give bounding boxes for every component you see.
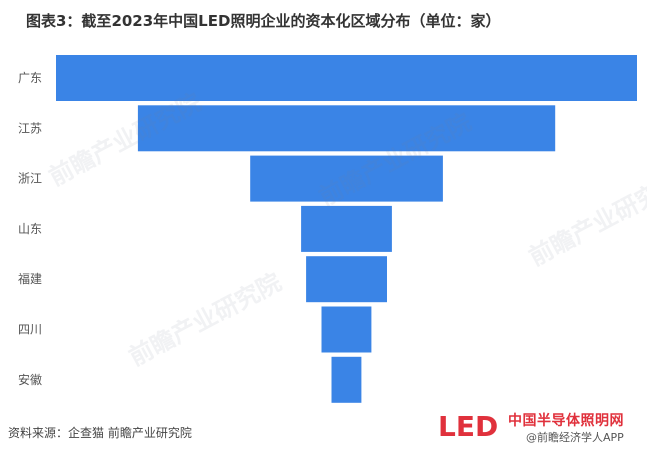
brand-subtitle: @前瞻经济学人APP — [526, 431, 624, 444]
category-label: 浙江 — [18, 172, 42, 186]
led-logo-text: LED — [438, 410, 498, 442]
bar-2 — [137, 105, 556, 152]
category-label: 广东 — [18, 71, 42, 85]
bar-1 — [56, 55, 637, 101]
brand-name: 中国半导体照明网 — [508, 413, 624, 429]
brand-block: LED 中国半导体照明网 @前瞻经济学人APP — [436, 408, 647, 448]
chart-title: 图表3：截至2023年中国LED照明企业的资本化区域分布（单位：家） — [26, 12, 501, 30]
bar-3 — [250, 155, 443, 202]
category-label: 江苏 — [18, 121, 42, 135]
category-label: 四川 — [18, 323, 42, 337]
category-label: 福建 — [18, 271, 42, 286]
category-label: 山东 — [18, 222, 42, 236]
bar-7 — [331, 356, 362, 403]
bar-5 — [306, 256, 387, 303]
category-label: 安徽 — [18, 372, 42, 387]
bar-6 — [321, 306, 372, 353]
source-note: 资料来源：企查猫 前瞻产业研究院 — [8, 426, 192, 440]
led-logo: LED — [438, 410, 498, 442]
bar-4 — [301, 205, 392, 252]
bars-layer — [56, 55, 637, 403]
